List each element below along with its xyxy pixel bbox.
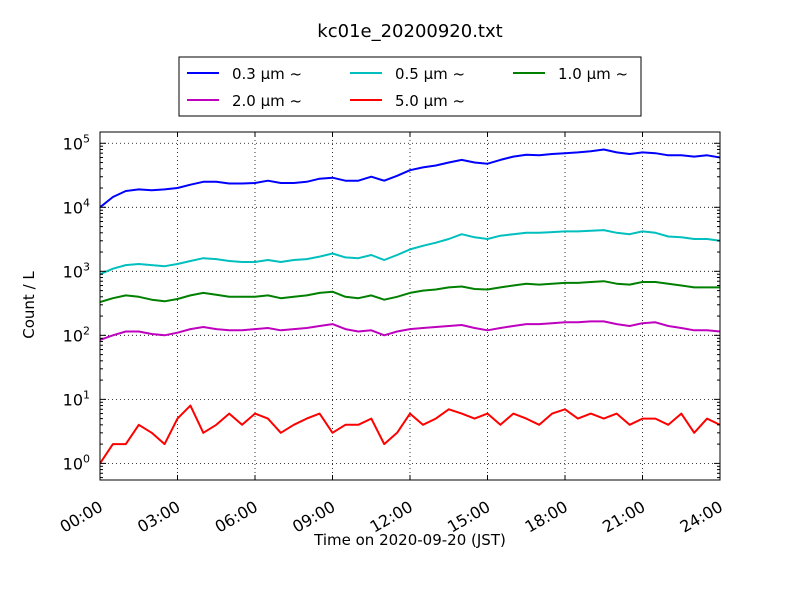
series-line-4 (100, 404, 720, 464)
legend-label-0: 0.3 µm ~ (232, 65, 302, 83)
y-tick-label: 102 (63, 324, 90, 345)
series-line-0 (100, 148, 720, 209)
series-line-2 (100, 280, 720, 304)
series-line-1 (100, 229, 720, 276)
y-tick-base: 10 (63, 326, 83, 345)
series-line-3 (100, 320, 720, 341)
y-tick-base: 10 (63, 198, 83, 217)
y-tick-exponent: 5 (83, 132, 90, 145)
y-tick-label: 100 (63, 452, 90, 473)
y-tick-base: 10 (63, 454, 83, 473)
y-tick-label: 104 (63, 196, 90, 217)
y-tick-base: 10 (63, 134, 83, 153)
y-tick-exponent: 3 (83, 260, 90, 273)
legend: 0.3 µm ~ 0.5 µm ~ 1.0 µm ~ 2.0 µm ~ 5.0 µm ~ (178, 56, 642, 117)
y-tick-exponent: 2 (83, 324, 90, 337)
y-tick-label: 103 (63, 260, 90, 281)
legend-label-1: 0.5 µm ~ (395, 65, 465, 83)
legend-label-3: 2.0 µm ~ (232, 92, 302, 110)
y-axis-label: Count / L (20, 271, 38, 339)
y-tick-exponent: 0 (83, 452, 90, 465)
plot-series (100, 148, 720, 464)
legend-label-4: 5.0 µm ~ (395, 92, 465, 110)
x-axis-label: Time on 2020-09-20 (JST) (313, 531, 506, 549)
chart-title: kc01e_20200920.txt (317, 21, 502, 42)
y-tick-base: 10 (63, 390, 83, 409)
y-tick-exponent: 4 (83, 196, 90, 209)
grid (100, 132, 720, 480)
y-tick-label: 105 (63, 132, 90, 153)
y-tick-label: 101 (63, 388, 90, 409)
legend-box (178, 56, 642, 117)
legend-label-2: 1.0 µm ~ (558, 65, 628, 83)
y-tick-base: 10 (63, 262, 83, 281)
y-tick-exponent: 1 (83, 388, 90, 401)
